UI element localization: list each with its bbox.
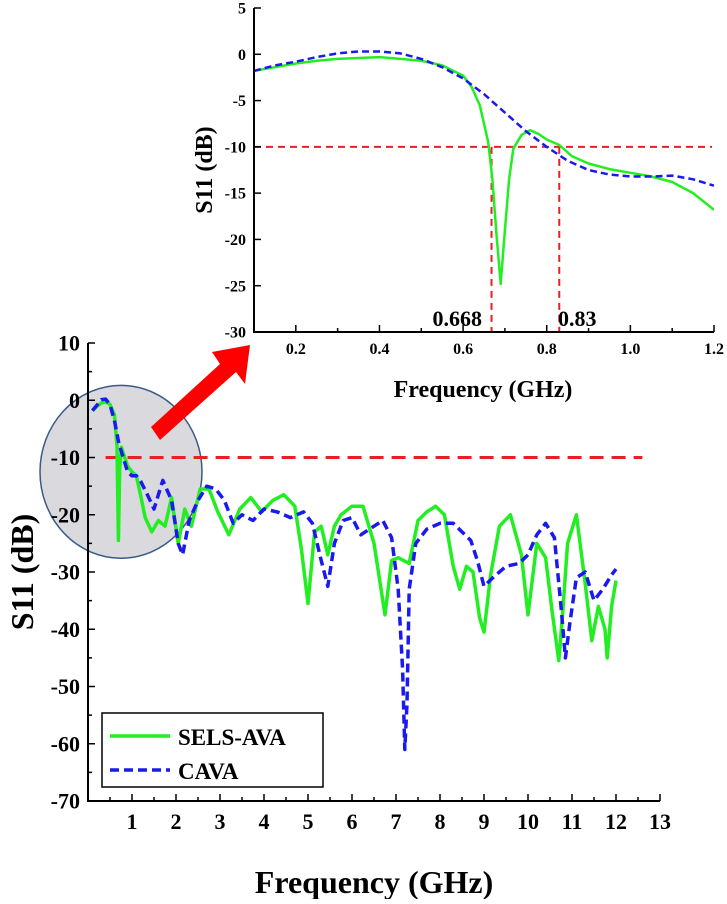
main-x-tick-label: 4 [259,809,270,834]
inset-y-tick-label: -25 [225,278,246,295]
main-x-tick-label: 5 [303,809,314,834]
main-y-tick-label: -10 [51,445,80,470]
inset-x-tick-label: 0.6 [453,341,473,358]
main-y-tick-label: -20 [51,502,80,527]
main-x-tick-label: 3 [215,809,226,834]
inset-x-tick-label: 1.0 [620,341,640,358]
main-y-tick-label: 10 [58,331,80,356]
legend: SELS-AVA CAVA [101,712,324,788]
main-x-tick-label: 9 [479,809,490,834]
inset-series-sels-ava [254,55,714,286]
main-axis-frame [87,343,660,802]
main-y-tick-label: 0 [69,388,80,413]
main-y-tick-label: -50 [51,674,80,699]
main-x-tick-label: 10 [517,809,539,834]
inset-x-tick-label: 0.2 [286,341,306,358]
main-y-tick-label: -30 [51,560,80,585]
main-y-axis-label: S11 (dB) [4,514,40,630]
legend-box [101,712,324,788]
inset-x-tick-label: 0.4 [369,341,389,358]
main-plot: 1 2 3 4 5 6 7 8 9 10 11 12 13 100-10-20-30-40-50-60-… [4,331,671,900]
main-series-cava [91,397,618,752]
inset-series-cava [254,50,714,187]
main-x-tick-label: 1 [127,809,138,834]
inset-x-axis-label: Frequency (GHz) [394,377,573,403]
inset-background [254,8,714,332]
legend-label-cava: CAVA [178,759,239,784]
inset-y-tick-label: 0 [238,47,246,64]
inset-y-tick-label: 5 [238,1,246,18]
inset-y-tick-label: -5 [233,93,246,110]
main-series-sels-ava [91,400,618,663]
inset-annotation-083: 0.83 [558,306,597,331]
main-x-tick-label: 11 [562,809,583,834]
inset-y-tick-label: -10 [225,139,246,156]
main-y-tick-label: -40 [51,617,80,642]
zoom-arrow [151,345,250,440]
inset-x-tick-label: 0.8 [537,341,557,358]
inset-x-tick-label: 1.2 [704,341,724,358]
inset-y-axis-label: S11 (dB) [192,126,218,213]
main-x-tick-label: 8 [435,809,446,834]
inset-y-tick-label: -20 [225,232,246,249]
inset-annotation-0668: 0.668 [433,306,483,331]
main-x-tick-label: 7 [391,809,402,834]
main-x-tick-label: 13 [649,809,671,834]
main-x-tick-label: 2 [171,809,182,834]
legend-label-sels-ava: SELS-AVA [178,725,286,750]
inset-y-tick-label: -30 [225,325,246,342]
main-x-tick-label: 12 [605,809,627,834]
inset-axis-frame [253,8,714,333]
main-y-tick-label: -70 [51,789,80,814]
inset-y-tick-label: -15 [225,186,246,203]
main-x-axis-label: Frequency (GHz) [255,864,493,899]
main-y-tick-label: -60 [51,731,80,756]
inset-plot: 0.2 0.4 0.6 0.8 1.0 1.2 5 0 -5 -10 -15 -20 -25 -30 0… [192,1,724,403]
main-x-tick-label: 6 [347,809,358,834]
